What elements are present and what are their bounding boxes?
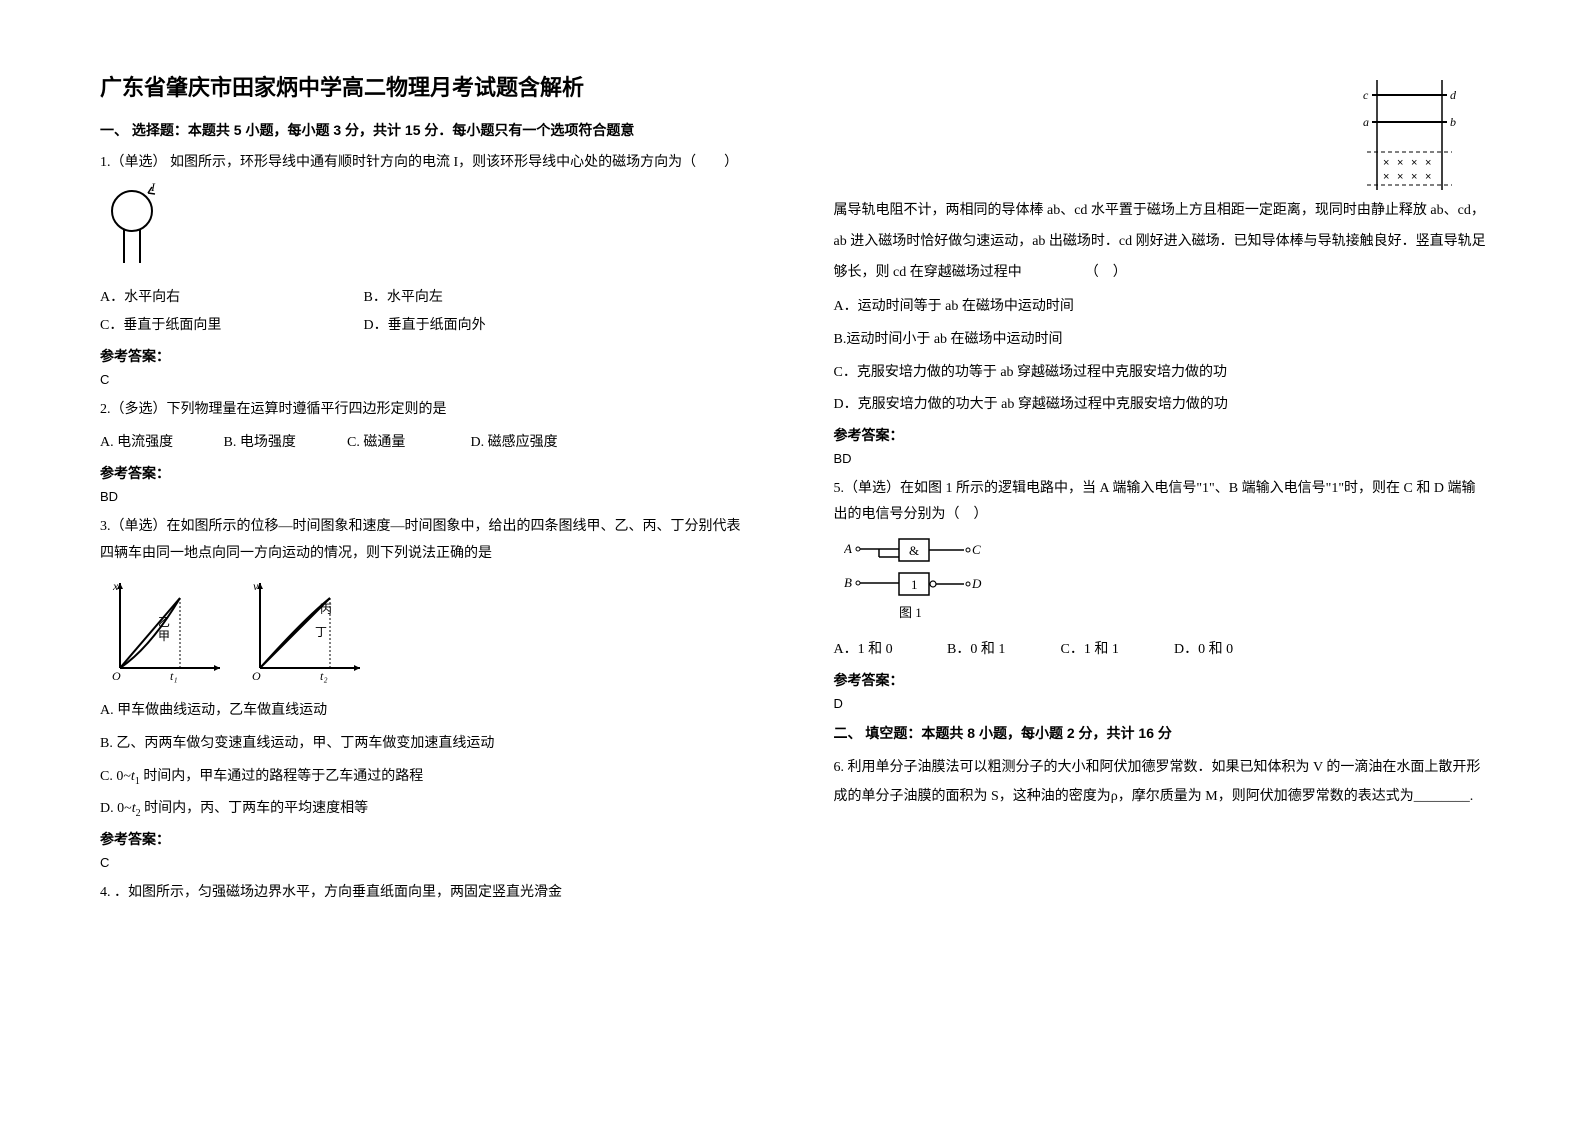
q3-opt-a: A. 甲车做曲线运动，乙车做直线运动 <box>100 698 754 725</box>
q1-opt-d: D．垂直于纸面向外 <box>364 312 624 340</box>
section-1-head: 一、 选择题：本题共 5 小题，每小题 3 分，共计 15 分．每小题只有一个选… <box>100 120 754 140</box>
q2-opt-b: B. 电场强度 <box>224 429 344 457</box>
q4-figure: c d a b × × × × × × × × <box>1357 80 1467 205</box>
q4-opt-c: C．克服安培力做的功等于 ab 穿越磁场过程中克服安培力做的功 <box>834 360 1488 387</box>
q5-opt-a: A．1 和 0 <box>834 636 944 664</box>
label-yi: 乙 <box>158 615 170 629</box>
q1-stem: 1.（单选） 如图所示，环形导线中通有顺时针方向的电流 I，则该环形导线中心处的… <box>100 150 754 177</box>
q2-stem: 2.（多选）下列物理量在运算时遵循平行四边形定则的是 <box>100 397 754 424</box>
q6-stem: 6. 利用单分子油膜法可以粗测分子的大小和阿伏加德罗常数．如果已知体积为 V 的… <box>834 753 1488 812</box>
q4-ans: BD <box>834 451 1488 466</box>
q3-ans: C <box>100 855 754 870</box>
q1-options: A．水平向右 B．水平向左 C．垂直于纸面向里 D．垂直于纸面向外 <box>100 284 754 340</box>
circuit-label-b: B <box>844 575 852 590</box>
q2-opt-c: C. 磁通量 <box>347 429 467 457</box>
rail-label-c: c <box>1363 88 1369 102</box>
svg-text:×: × <box>1411 157 1417 169</box>
svg-text:×: × <box>1397 171 1403 183</box>
circuit-label-d: D <box>971 576 982 591</box>
q1-ans: C <box>100 372 754 387</box>
rail-label-d: d <box>1450 88 1457 102</box>
axis-t2: t₂ <box>320 669 328 683</box>
rail-label-a: a <box>1363 115 1369 129</box>
label-ding: 丁 <box>315 625 327 639</box>
q4-opt-b: B.运动时间小于 ab 在磁场中运动时间 <box>834 327 1488 354</box>
q5-ans-label: 参考答案： <box>834 670 1488 690</box>
circuit-gate-and: & <box>909 543 919 558</box>
q1-figure: I <box>110 183 754 278</box>
q1-ans-label: 参考答案： <box>100 346 754 366</box>
svg-text:×: × <box>1397 157 1403 169</box>
axis-origin-2: O <box>252 669 261 683</box>
q5-ans: D <box>834 696 1488 711</box>
q4-opt-a: A．运动时间等于 ab 在磁场中运动时间 <box>834 294 1488 321</box>
q5-opt-b: B．0 和 1 <box>947 636 1057 664</box>
q4-opt-d: D．克服安培力做的功大于 ab 穿越磁场过程中克服安培力做的功 <box>834 392 1488 419</box>
q3-figure: x O t₁ 乙 甲 v O t₂ <box>100 573 754 688</box>
q2-options: A. 电流强度 B. 电场强度 C. 磁通量 D. 磁感应强度 <box>100 429 754 457</box>
page-title: 广东省肇庆市田家炳中学高二物理月考试题含解析 <box>100 70 754 102</box>
q5-opt-c: C．1 和 1 <box>1061 636 1171 664</box>
axis-t1: t₁ <box>170 669 178 683</box>
left-column: 广东省肇庆市田家炳中学高二物理月考试题含解析 一、 选择题：本题共 5 小题，每… <box>100 70 754 913</box>
axis-x-label: x <box>112 579 119 593</box>
q4-ans-label: 参考答案： <box>834 425 1488 445</box>
circuit-caption: 图 1 <box>899 605 922 620</box>
circuit-label-c: C <box>972 542 981 557</box>
svg-text:×: × <box>1383 157 1389 169</box>
q3-opt-b: B. 乙、丙两车做匀变速直线运动，甲、丁两车做变加速直线运动 <box>100 731 754 758</box>
axis-v-label: v <box>253 579 259 593</box>
q3-stem: 3.（单选）在如图所示的位移—时间图象和速度—时间图象中，给出的四条图线甲、乙、… <box>100 514 754 567</box>
svg-text:×: × <box>1411 171 1417 183</box>
q2-opt-d: D. 磁感应强度 <box>471 429 591 457</box>
q2-ans: BD <box>100 489 754 504</box>
circuit-label-a: A <box>844 541 852 556</box>
axis-origin: O <box>112 669 121 683</box>
label-bing: 丙 <box>320 602 332 616</box>
q1-opt-c: C．垂直于纸面向里 <box>100 312 360 340</box>
q4-stem-b: 属导轨电阻不计，两相同的导体棒 ab、cd 水平置于磁场上方且相距一定距离，现同… <box>834 196 1488 288</box>
svg-text:I: I <box>150 183 156 194</box>
q1-opt-a: A．水平向右 <box>100 284 360 312</box>
q3-opt-c: C. 0~t1 时间内，甲车通过的路程等于乙车通过的路程 <box>100 764 754 791</box>
circuit-gate-not: 1 <box>911 577 918 592</box>
svg-text:×: × <box>1383 171 1389 183</box>
q2-opt-a: A. 电流强度 <box>100 429 220 457</box>
q5-options: A．1 和 0 B．0 和 1 C．1 和 1 D．0 和 0 <box>834 636 1488 664</box>
q3-opt-d: D. 0~t2 时间内，丙、丁两车的平均速度相等 <box>100 796 754 823</box>
label-jia: 甲 <box>158 629 170 643</box>
q5-opt-d: D．0 和 0 <box>1174 636 1284 664</box>
svg-text:×: × <box>1425 171 1431 183</box>
rail-label-b: b <box>1450 115 1456 129</box>
q5-stem: 5.（单选）在如图 1 所示的逻辑电路中，当 A 端输入电信号"1"、B 端输入… <box>834 476 1488 529</box>
q3-ans-label: 参考答案： <box>100 829 754 849</box>
q1-opt-b: B．水平向左 <box>364 284 624 312</box>
q2-ans-label: 参考答案： <box>100 463 754 483</box>
q4-stem-a: 4. ．如图所示，匀强磁场边界水平，方向垂直纸面向里，两固定竖直光滑金 <box>100 880 754 907</box>
section-2-head: 二、 填空题：本题共 8 小题，每小题 2 分，共计 16 分 <box>834 723 1488 743</box>
q5-figure: A & C B 1 D 图 1 <box>844 537 1488 632</box>
svg-text:×: × <box>1425 157 1431 169</box>
